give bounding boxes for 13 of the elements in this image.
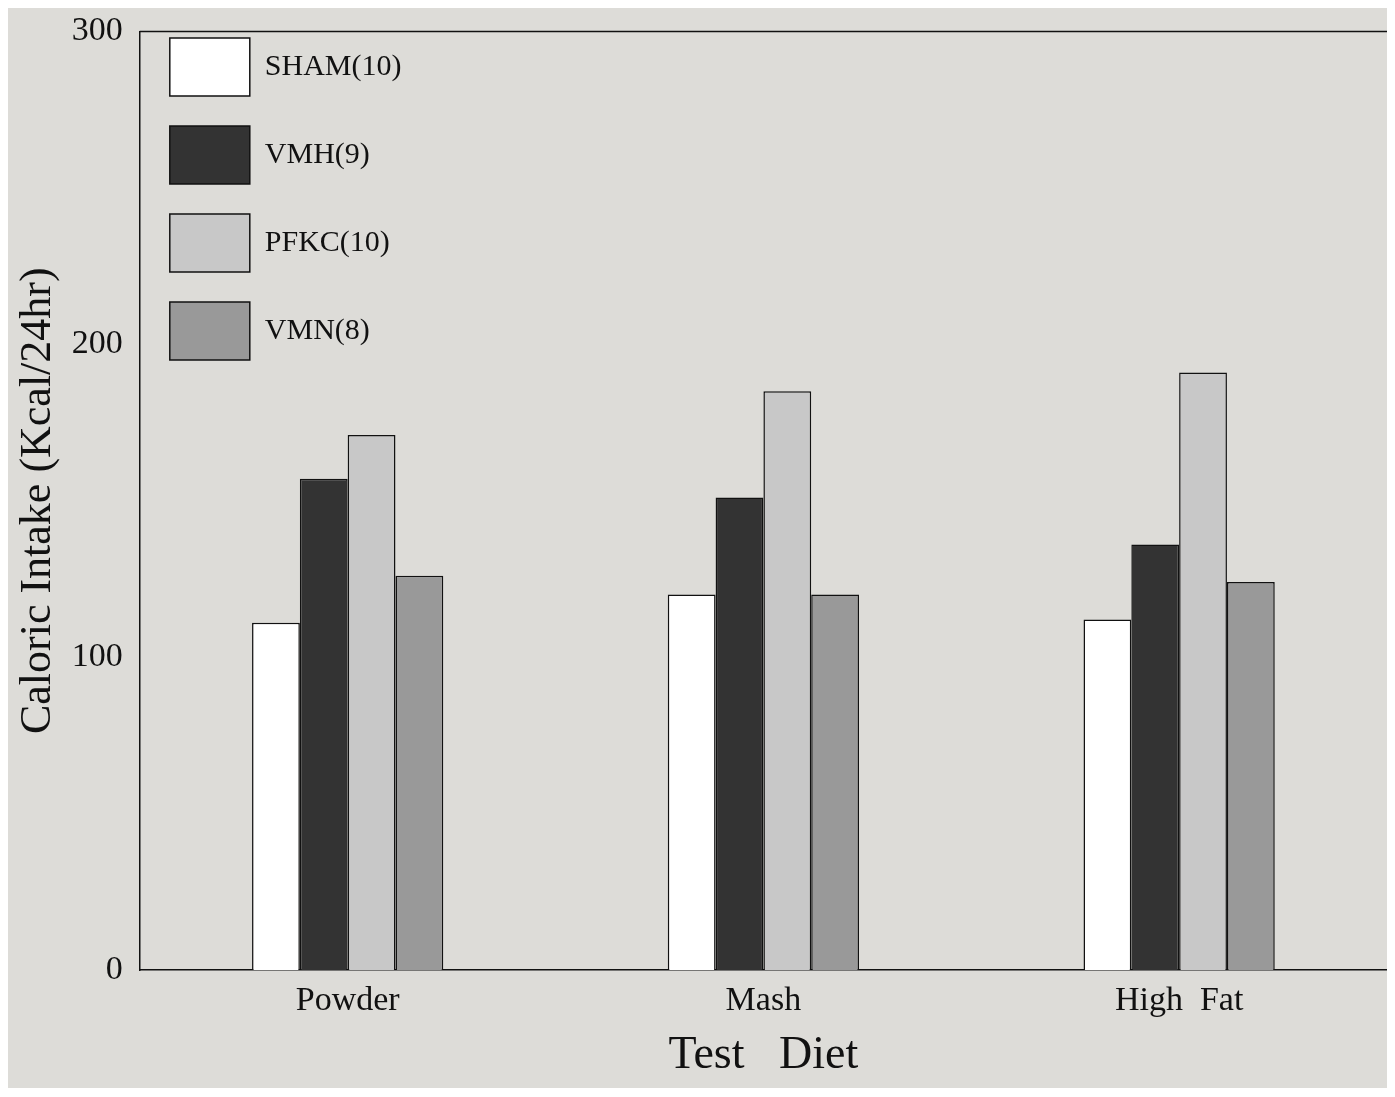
legend-label: VMH(9)	[264, 135, 370, 170]
x-tick-label: High Fat	[1114, 980, 1244, 1018]
x-tick-label: Powder	[295, 980, 401, 1018]
legend-label: SHAM(10)	[264, 47, 402, 82]
legend-label: PFKC(10)	[264, 223, 390, 258]
x-tick-label: Mash	[725, 980, 802, 1018]
y-tick-label: 200	[71, 323, 123, 361]
x-axis-title: Test Diet	[668, 1027, 859, 1079]
y-tick-label: 0	[105, 948, 123, 986]
y-tick-label: 300	[71, 10, 123, 48]
y-tick-label: 100	[71, 636, 123, 674]
legend-label: VMN(8)	[264, 311, 370, 346]
y-axis-title: Caloric Intake (Kcal/24hr)	[10, 267, 60, 735]
